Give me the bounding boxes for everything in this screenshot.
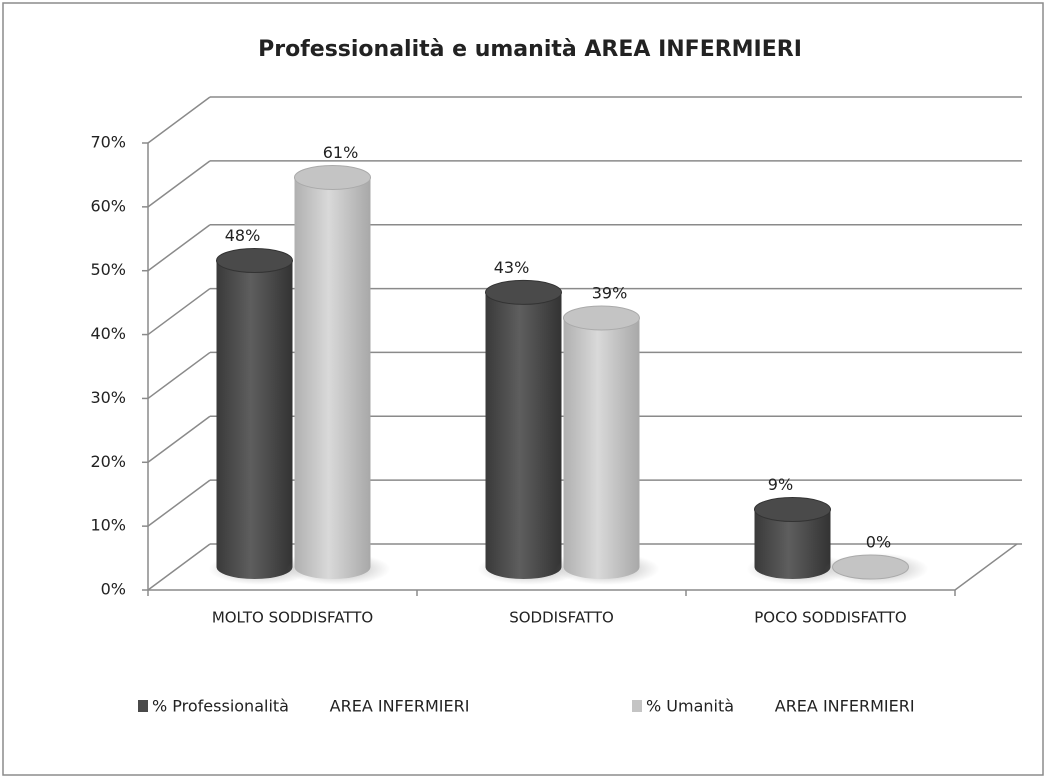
bar-top — [754, 497, 831, 523]
grid-diagonal — [147, 96, 211, 144]
legend-label: % Professionalità AREA INFERMIERI — [152, 697, 469, 716]
grid-diagonal — [147, 543, 211, 591]
legend-swatch — [632, 700, 642, 712]
bar-top — [832, 554, 909, 580]
y-tick-label: 0% — [101, 580, 126, 599]
value-label: 48% — [225, 226, 261, 245]
bar — [754, 509, 831, 579]
x-tick-label: SODDISFATTO — [509, 609, 614, 627]
legend-swatch — [138, 700, 148, 712]
bar — [216, 260, 293, 579]
value-label: 43% — [494, 258, 530, 277]
bar — [563, 317, 640, 579]
bar — [294, 177, 371, 579]
grid-diagonal — [147, 224, 211, 272]
value-label: 39% — [592, 283, 628, 302]
value-label: 0% — [866, 533, 891, 552]
value-label: 9% — [768, 475, 793, 494]
legend-label: % Umanità AREA INFERMIERI — [646, 697, 915, 716]
bar — [485, 292, 562, 579]
y-tick-label: 20% — [90, 452, 126, 471]
grid-diagonal — [147, 351, 211, 400]
y-tick-label: 70% — [90, 133, 126, 152]
bar-top — [563, 305, 640, 331]
y-tick-label: 40% — [90, 324, 126, 343]
x-tick-label: POCO SODDISFATTO — [754, 609, 907, 627]
bar-top — [216, 247, 293, 273]
grid-diagonal — [147, 287, 211, 336]
y-tick-label: 50% — [90, 260, 126, 279]
grid-diagonal — [147, 415, 211, 463]
grid-diagonal — [147, 160, 211, 208]
x-tick-label: MOLTO SODDISFATTO — [212, 609, 373, 627]
chart-title: Professionalità e umanità AREA INFERMIER… — [258, 37, 802, 62]
bar-top — [294, 164, 371, 190]
value-label: 61% — [323, 143, 359, 162]
y-tick-label: 30% — [90, 388, 126, 407]
y-tick-label: 60% — [90, 196, 126, 215]
grid-diagonal — [147, 479, 211, 527]
bar-top — [485, 279, 562, 305]
y-tick-label: 10% — [90, 516, 126, 535]
